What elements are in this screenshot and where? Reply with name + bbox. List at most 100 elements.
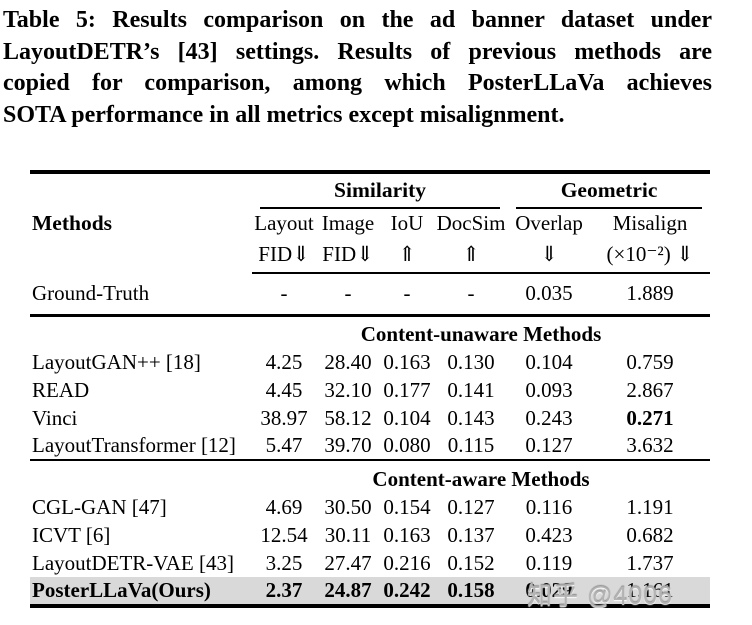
cell-image-fid-best: 24.87 [324,578,372,602]
cell-iou: 0.154 [383,494,431,519]
cell-iou: 0.080 [380,432,434,461]
header-similarity-label: Similarity [334,178,426,202]
header-spanner-row: Methods Similarity Geometric [30,172,710,235]
cell-iou: 0.177 [383,377,431,402]
header-image-fid: Image [321,210,375,235]
caption-line-2: LayoutDETR’s [43] settings. Results of p… [3,38,712,65]
header-geometric-group: Geometric [508,172,710,209]
table-row: READ 4.45 32.10 0.177 0.141 0.093 2.867 [30,376,710,404]
cell-misalign: 1.737 [626,550,674,575]
header-methods: Methods [32,211,113,235]
header-subrow-top: Layout Image IoU DocSim Overlap Misalign [30,209,710,237]
cell-image-fid: 32.10 [324,377,372,402]
cell-misalign: 0.682 [626,522,674,547]
cell-image-fid: 58.12 [324,405,372,430]
caption-line-4: SOTA performance in all metrics except m… [3,101,565,128]
cell-misalign: 3.632 [590,432,711,461]
geometric-underline [516,207,703,209]
caption-line-3: copied for comparison, among which Poste… [3,70,712,96]
cell-layout-fid: 4.45 [265,377,303,402]
cell-misalign: 0.759 [626,349,674,374]
method-name: LayoutGAN++ [18] [32,349,201,374]
cell-misalign: 1.191 [626,494,674,519]
cell-docsim: 0.152 [447,550,495,575]
section-spacer [30,460,252,493]
cell-layout-fid: 4.25 [265,349,303,374]
section-header-content-aware: Content-aware Methods [30,460,710,493]
cell-layout-fid: 3.25 [265,550,303,575]
method-name: READ [32,377,90,402]
table-row: LayoutTransformer [12] 5.47 39.70 0.080 … [30,432,711,461]
cell-iou: 0.216 [383,550,431,575]
section-header-content-unaware: Content-unaware Methods [30,315,710,348]
header-docsim: DocSim [436,210,506,235]
section-title: Content-aware Methods [372,466,590,491]
header-docsim-arrow: ⇑ [434,237,509,274]
cell-overlap: 0.104 [525,349,573,374]
cell-docsim-best: 0.158 [447,578,495,602]
cell-image-fid: 39.70 [316,432,380,461]
cell-image-fid: 30.11 [324,522,372,547]
header-iou: IoU [390,210,424,235]
table-row: LayoutGAN++ [18] 4.25 28.40 0.163 0.130 … [30,348,710,376]
method-name: Vinci [32,405,78,430]
cell-docsim: 0.127 [447,494,495,519]
cell-overlap: 0.127 [508,432,591,461]
cell-layout-fid-best: 2.37 [265,578,303,602]
cell-layout-fid: 38.97 [260,405,308,430]
cell-iou: 0.163 [383,349,431,374]
header-subrow-bottom: FID⇓ FID⇓ ⇑ ⇑ ⇓ (×10⁻²) ⇓ [30,237,711,274]
method-name: LayoutTransformer [12] [30,432,252,461]
cell-misalign-best: 0.271 [626,405,674,430]
cell-layout-fid: 4.69 [265,494,303,519]
header-iou-arrow: ⇑ [380,237,434,274]
table-row: LayoutDETR-VAE [43] 3.25 27.47 0.216 0.1… [30,549,710,577]
section-spacer [30,315,252,348]
method-name: CGL-GAN [47] [32,494,167,519]
cell-docsim: 0.143 [447,405,495,430]
header-similarity-group: Similarity [252,172,508,209]
method-name: LayoutDETR-VAE [43] [32,550,234,575]
cell-misalign: 1.161 [626,578,674,602]
cell-docsim: 0.115 [434,432,509,461]
cell-image-fid: - [316,273,380,317]
cell-docsim: 0.130 [447,349,495,374]
header-misalign: Misalign [612,210,688,235]
cell-overlap: 0.119 [525,550,573,575]
method-name: ICVT [6] [32,522,111,547]
table-row-ground-truth: Ground-Truth - - - - 0.035 1.889 [30,273,711,317]
cell-docsim: 0.141 [447,377,495,402]
cell-image-fid: 27.47 [324,550,372,575]
table-row: ICVT [6] 12.54 30.11 0.163 0.137 0.423 0… [30,521,710,549]
header-layout-fid: Layout [254,210,314,235]
cell-overlap: 0.035 [508,273,591,317]
method-name: Ground-Truth [30,273,252,317]
cell-overlap: 0.243 [525,405,573,430]
table-row: Vinci 38.97 58.12 0.104 0.143 0.243 0.27… [30,404,710,432]
header-overlap-arrow: ⇓ [508,237,591,274]
header-misalign-scale-arrow: (×10⁻²) ⇓ [590,237,711,274]
table-caption: Table 5: Results comparison on the ad ba… [3,5,712,131]
cell-docsim: - [434,273,509,317]
cell-overlap: 0.423 [525,522,573,547]
cell-misalign: 2.867 [626,377,674,402]
table-row-ours-highlighted: PosterLLaVa(Ours) 2.37 24.87 0.242 0.158… [30,577,711,606]
cell-overlap-best: 0.029 [525,578,573,602]
cell-layout-fid: 12.54 [260,522,308,547]
cell-overlap: 0.116 [525,494,573,519]
method-name-ours: PosterLLaVa(Ours) [32,578,211,602]
header-geometric-label: Geometric [560,178,658,202]
cell-docsim: 0.137 [447,522,495,547]
table-row: CGL-GAN [47] 4.69 30.50 0.154 0.127 0.11… [30,493,710,521]
cell-layout-fid: - [252,273,316,317]
caption-line-1: Table 5: Results comparison on the ad ba… [3,7,712,33]
header-layout-fid-arrow: FID⇓ [252,237,316,274]
results-table: Methods Similarity Geometric Layout Imag… [30,170,711,608]
cell-iou-best: 0.242 [383,578,431,602]
cell-image-fid: 30.50 [324,494,372,519]
cell-iou: 0.104 [383,405,431,430]
cell-misalign: 1.889 [590,273,711,317]
similarity-underline [260,207,501,209]
cell-overlap: 0.093 [525,377,573,402]
